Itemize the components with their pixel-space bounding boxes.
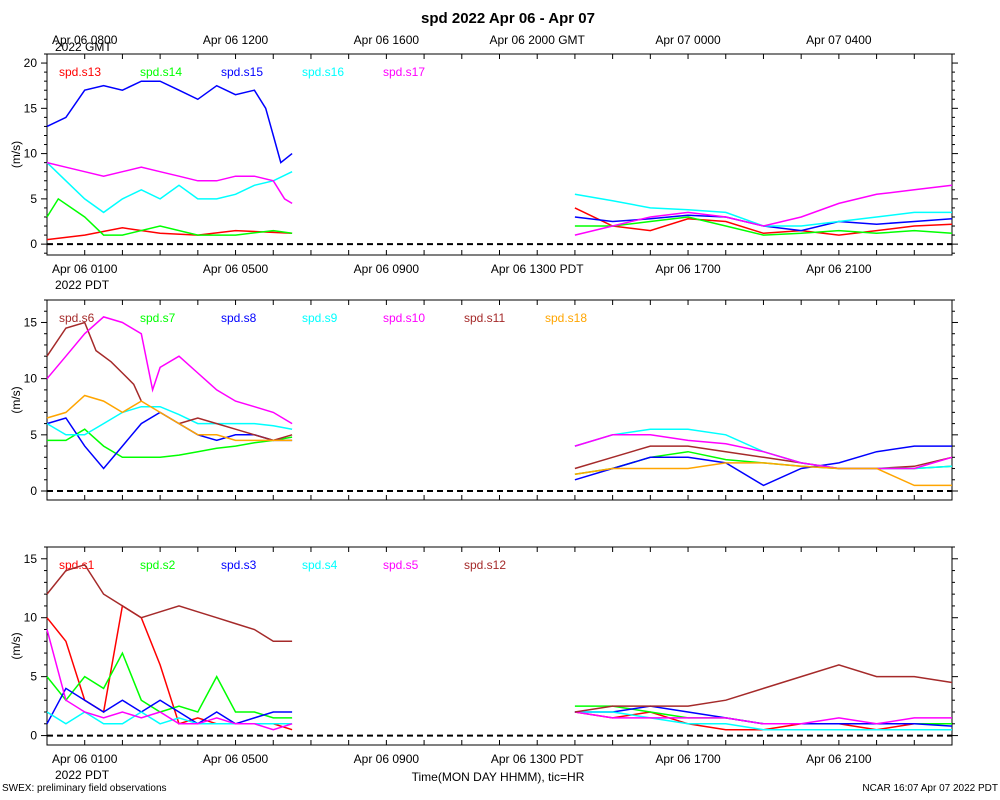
legend-entry-spd-s9: spd.s9 [302,311,338,325]
y-tick-label: 5 [30,428,37,442]
legend-entry-spd-s3: spd.s3 [221,558,257,572]
panel-2: 0 5 10 15 (m/s) spd.s6 spd.s7 spd.s8 spd.s9 spd.s… [9,299,958,501]
gmt-tick-label: Apr 06 1600 [354,33,420,47]
gmt-tick-label: Apr 06 0800 [52,33,118,47]
footer-left: SWEX: preliminary field observations [2,783,167,794]
series-line-spd-s6-early [46,321,142,402]
legend-entry-spd-s14: spd.s14 [140,65,182,79]
panel-1: 0 5 10 15 20 (m/s) spd.s13 spd.s14 spd.s15 spd.s1… [9,53,958,292]
legend-entry-spd-s10: spd.s10 [383,311,425,325]
y-tick-label: 10 [24,372,38,386]
series-line-spd-s17-early [46,161,293,205]
pdt-tick-label: Apr 06 1700 [655,752,721,766]
legend-entry-spd-s7: spd.s7 [140,311,176,325]
legend-entry-spd-s11: spd.s11 [464,311,505,325]
footer-right: NCAR 16:07 Apr 07 2022 PDT [862,783,998,794]
pdt-tick-label: Apr 06 1300 PDT [491,752,584,766]
y-tick-label: 15 [24,552,38,566]
legend-entry-spd-s8: spd.s8 [221,311,257,325]
plot-frame [46,299,953,501]
pdt-tick-label: Apr 06 1700 [655,262,721,276]
legend-entry-spd-s5: spd.s5 [383,558,419,572]
series-line-spd-s7-early [47,428,293,459]
series-line-spd-s14-early [46,197,293,236]
legend-entry-spd-s13: spd.s13 [59,65,101,79]
chart-title: spd 2022 Apr 06 - Apr 07 [421,10,595,27]
pdt-tick-label: Apr 06 2100 [806,752,872,766]
series-line-spd-s16-early [46,162,293,214]
y-tick-label: 15 [24,101,38,115]
y-tick-label: 20 [24,56,38,70]
gmt-tick-label: Apr 07 0000 [655,33,721,47]
series-line-spd-s17-late [574,184,953,236]
pdt-tick-label: Apr 06 0100 [52,262,118,276]
x-axis-label: Time(MON DAY HHMM), tic=HR [412,770,585,784]
y-tick-label: 0 [30,729,37,743]
series-line-spd-s13-late [574,207,953,236]
gmt-tick-label: Apr 06 2000 GMT [490,33,586,47]
series-line-spd-s15-early [46,80,293,164]
y-tick-label: 5 [30,192,37,206]
series-line-spd-s2-early [46,651,293,719]
y-tick-label: 0 [30,237,37,251]
legend-entry-spd-s15: spd.s15 [221,65,263,79]
y-tick-label: 15 [24,315,38,329]
pdt-year-label: 2022 PDT [55,278,110,292]
series-line-spd-s4-late [574,711,952,731]
y-tick-label: 0 [30,484,37,498]
pdt-year-label: 2022 PDT [55,768,110,782]
series-line-spd-s14-late [574,216,953,236]
legend-entry-spd-s6: spd.s6 [59,311,95,325]
pdt-tick-label: Apr 06 0900 [354,262,420,276]
legend-entry-spd-s17: spd.s17 [383,65,425,79]
gmt-tick-label: Apr 06 1200 [203,33,269,47]
series-line-spd-s18-early [46,394,293,442]
plot-frame [46,546,953,746]
legend-entry-spd-s4: spd.s4 [302,558,338,572]
legend-entry-spd-s12: spd.s12 [464,558,506,572]
series-line-spd-s3-early [46,687,293,725]
pdt-tick-label: Apr 06 0900 [354,752,420,766]
series-line-spd-s13-early [46,227,293,241]
legend-entry-spd-s18: spd.s18 [545,311,587,325]
series-line-spd-s10-early [46,316,293,425]
gmt-time-axis: Apr 06 0800 Apr 06 1200 Apr 06 1600 Apr 06 … [52,33,872,54]
legend-entry-spd-s16: spd.s16 [302,65,344,79]
series-line-spd-s8-late [574,445,952,487]
legend-entry-spd-s2: spd.s2 [140,558,176,572]
y-tick-label: 10 [24,147,38,161]
gmt-tick-label: Apr 07 0400 [806,33,872,47]
y-axis-label: (m/s) [9,386,23,413]
series-line-spd-s11-early [178,417,293,442]
gmt-year-label: 2022 GMT [55,40,112,54]
y-axis-label: (m/s) [9,632,23,659]
pdt-tick-label: Apr 06 0500 [203,262,269,276]
pdt-tick-label: Apr 06 2100 [806,262,872,276]
series-line-spd-s12-late [574,664,953,713]
legend-entry-spd-s1: spd.s1 [59,558,95,572]
series-line-spd-s12-early [46,563,293,643]
y-axis-label: (m/s) [9,141,23,168]
series-line-spd-s9-early [46,405,293,436]
series-line-spd-s5-early [46,629,293,731]
series-line-spd-s10-late [574,434,953,470]
pdt-tick-label: Apr 06 0500 [203,752,269,766]
series-line-spd-s5-late [574,711,952,725]
y-tick-label: 10 [24,611,38,625]
pdt-tick-label: Apr 06 0100 [52,752,118,766]
y-tick-label: 5 [30,670,37,684]
pdt-tick-label: Apr 06 1300 PDT [491,262,584,276]
series-line-spd-s18-late [574,462,952,487]
panel-3: 0 5 10 15 (m/s) spd.s1 spd.s2 spd.s3 spd.s4 spd.s… [9,546,958,782]
